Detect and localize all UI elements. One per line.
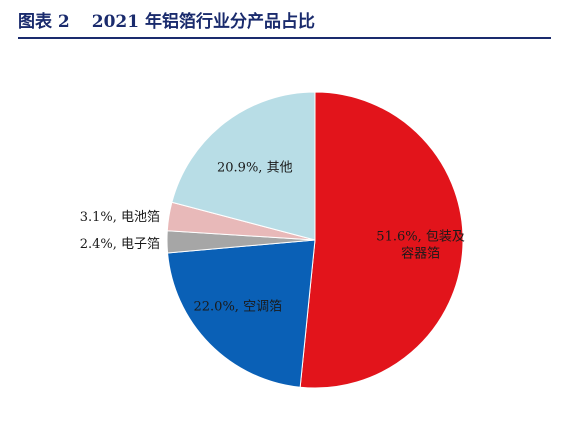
pie-label-0-line-1: 容器箔 xyxy=(401,245,440,261)
pie-chart: 51.6%, 包装及容器箔 22.0%, 空调箔 2.4%, 电子箔 3.1%, 电池… xyxy=(80,91,465,389)
pie-labels: 51.6%, 包装及容器箔 22.0%, 空调箔 2.4%, 电子箔 3.1%, 电池… xyxy=(80,161,465,315)
pie-label-3: 3.1%, 电池箔 xyxy=(80,209,160,225)
chart-title: 2021 年铝箔行业分产品占比 xyxy=(91,11,315,32)
figure-header: 图表 2 2021 年铝箔行业分产品占比 xyxy=(18,4,551,34)
pie-label-0: 51.6%, 包装及容器箔 xyxy=(376,229,465,261)
pie-label-1: 22.0%, 空调箔 xyxy=(194,298,283,314)
pie-slice-4 xyxy=(171,91,316,241)
pie-label-4: 20.9%, 其他 xyxy=(217,161,293,176)
pie-slices xyxy=(166,91,464,389)
pie-slice-1 xyxy=(167,239,316,388)
pie-label-0-line-0: 51.6%, 包装及 xyxy=(376,229,465,244)
pie-label-4-line-0: 20.9%, 其他 xyxy=(217,161,293,176)
header-divider xyxy=(18,37,551,39)
pie-label-2-line-0: 2.4%, 电子箔 xyxy=(80,236,160,252)
pie-slice-0 xyxy=(299,91,464,389)
pie-label-1-line-0: 22.0%, 空调箔 xyxy=(194,298,283,314)
pie-label-3-line-0: 3.1%, 电池箔 xyxy=(80,209,160,225)
pie-chart-area: 51.6%, 包装及容器箔 22.0%, 空调箔 2.4%, 电子箔 3.1%, 电池… xyxy=(0,40,569,441)
pie-label-2: 2.4%, 电子箔 xyxy=(80,236,160,252)
figure-number: 图表 2 xyxy=(18,11,70,32)
